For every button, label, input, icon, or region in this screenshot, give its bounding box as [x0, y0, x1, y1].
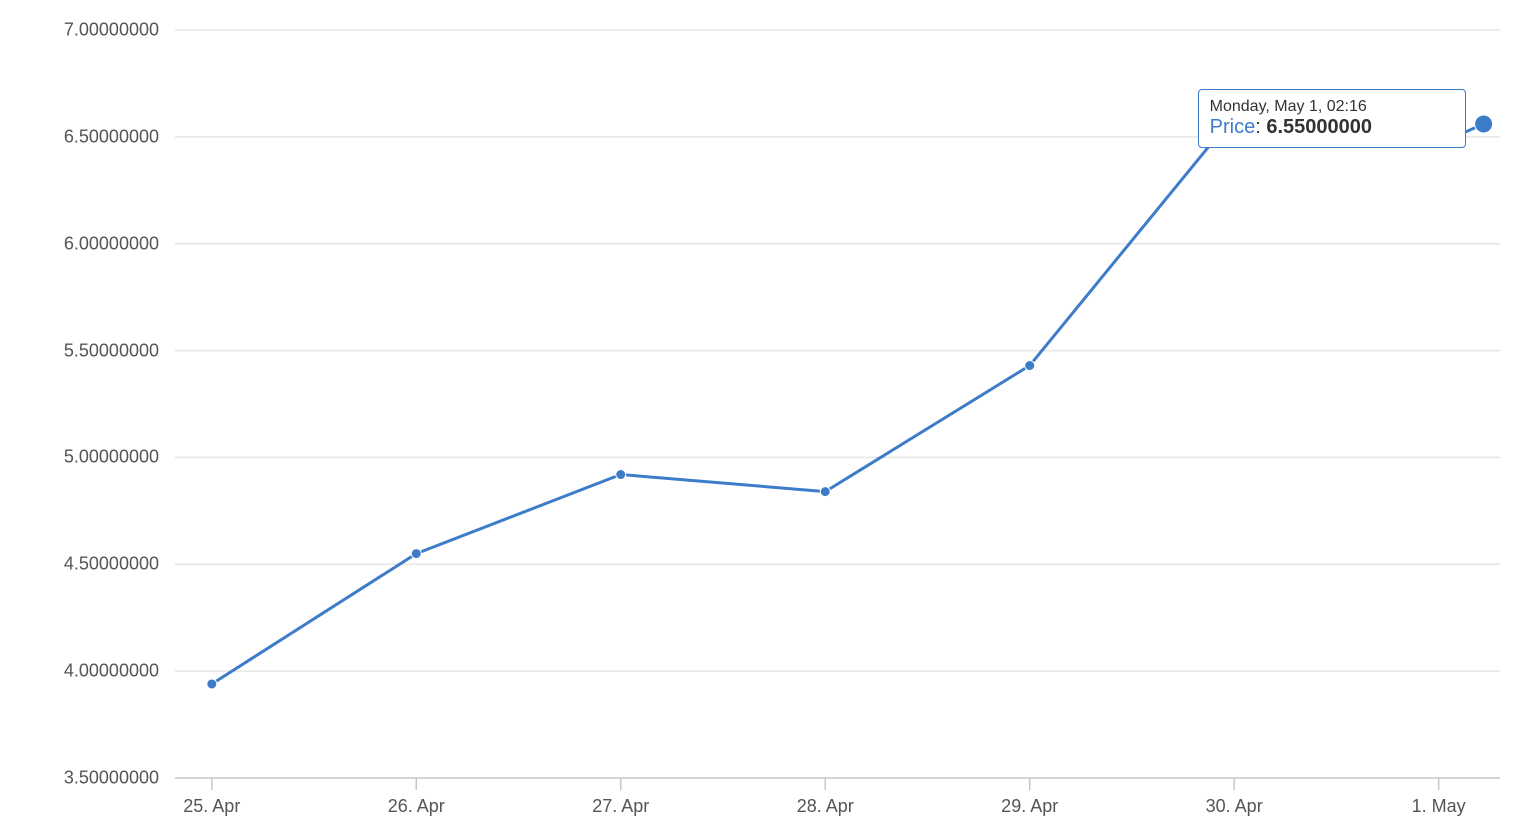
- x-tick-label: 1. May: [1412, 796, 1466, 817]
- y-tick-label: 4.50000000: [64, 554, 159, 575]
- y-tick-label: 5.00000000: [64, 447, 159, 468]
- chart-svg: [0, 0, 1538, 824]
- y-tick-label: 6.50000000: [64, 126, 159, 147]
- x-tick-label: 29. Apr: [1001, 796, 1058, 817]
- x-tick-label: 27. Apr: [592, 796, 649, 817]
- y-tick-label: 3.50000000: [64, 768, 159, 789]
- x-tick-label: 28. Apr: [797, 796, 854, 817]
- y-tick-label: 4.00000000: [64, 661, 159, 682]
- price-line-chart[interactable]: 3.50000000 4.00000000 4.50000000 5.00000000…: [0, 0, 1538, 824]
- y-tick-label: 7.00000000: [64, 20, 159, 41]
- y-tick-label: 6.00000000: [64, 233, 159, 254]
- x-tick-label: 30. Apr: [1206, 796, 1263, 817]
- x-tick-label: 26. Apr: [388, 796, 445, 817]
- y-tick-label: 5.50000000: [64, 340, 159, 361]
- x-tick-label: 25. Apr: [183, 796, 240, 817]
